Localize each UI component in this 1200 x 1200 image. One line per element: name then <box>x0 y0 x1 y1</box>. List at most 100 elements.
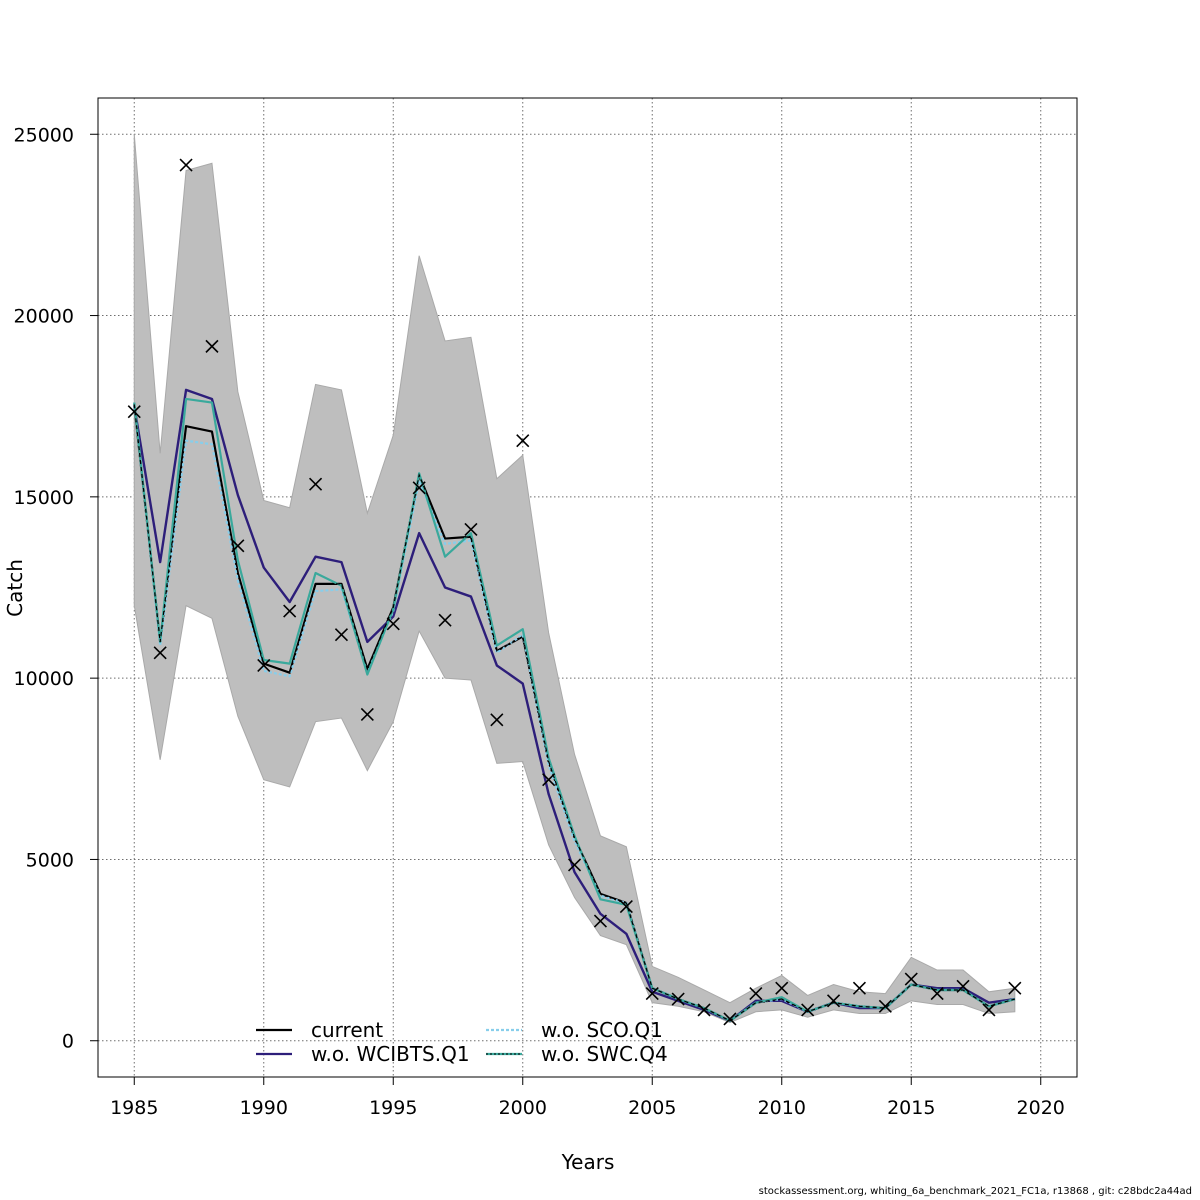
x-tick-label: 2005 <box>628 1097 676 1119</box>
observed-point-stroke <box>801 1003 815 1017</box>
observed-point-stroke <box>723 1012 737 1026</box>
x-axis: 1985 1990 1995 2000 2005 2010 2015 2020 <box>110 1077 1065 1119</box>
observed-point-stroke <box>308 477 323 491</box>
confidence-band-area <box>133 134 1016 1024</box>
observed-point <box>205 339 219 353</box>
x-tick-label: 2000 <box>499 1097 547 1119</box>
series-lines <box>133 388 1016 1022</box>
x-tick-label: 2010 <box>758 1097 806 1119</box>
observed-point <box>153 646 167 660</box>
observed-point-stroke <box>542 773 556 787</box>
observed-point <box>360 707 374 721</box>
y-tick-label: 20000 <box>14 306 74 328</box>
y-tick-label: 0 <box>62 1031 74 1053</box>
observed-point-stroke <box>982 1003 996 1017</box>
observed-point <box>749 987 763 1001</box>
legend-label: current <box>311 1018 383 1042</box>
observed-point <box>567 858 582 872</box>
observed-point <box>852 981 867 995</box>
legend-label: w.o. SCO.Q1 <box>541 1018 663 1042</box>
observed-point <box>308 477 323 491</box>
observed-point <box>490 713 504 727</box>
y-tick-label: 25000 <box>14 124 74 146</box>
observed-point-stroke <box>412 481 426 495</box>
series-line-1 <box>133 388 1016 1022</box>
observed-point-stroke <box>257 658 271 673</box>
legend-label: w.o. SWC.Q4 <box>541 1042 668 1066</box>
observed-point <box>775 981 789 995</box>
observed-point <box>697 1003 711 1017</box>
y-tick-label: 10000 <box>14 668 74 690</box>
x-axis-title: Years <box>561 1150 615 1174</box>
x-tick-label: 1990 <box>240 1097 288 1119</box>
observed-point-stroke <box>179 158 193 172</box>
observed-point <box>878 999 892 1013</box>
observed-point <box>412 481 426 495</box>
x-tick-label: 1995 <box>369 1097 417 1119</box>
series-line-current-overlay <box>133 404 1016 1022</box>
observed-point <box>542 773 556 787</box>
observed-point-stroke <box>490 713 504 727</box>
observed-point <box>982 1003 996 1017</box>
observed-point-stroke <box>956 979 970 993</box>
y-axis: 0 5000 10000 15000 20000 25000 <box>14 124 98 1053</box>
observed-point <box>386 617 400 631</box>
observed-point <box>334 628 349 642</box>
x-tick-label: 2020 <box>1017 1097 1065 1119</box>
plot-frame <box>97 97 1078 1078</box>
observed-point <box>671 992 685 1006</box>
observed-point-stroke <box>567 858 582 872</box>
x-tick-label: 2015 <box>887 1097 935 1119</box>
legend-item: w.o. SWC.Q4 <box>486 1042 668 1066</box>
observed-point-stroke <box>930 987 944 1001</box>
observed-point-stroke <box>826 994 841 1008</box>
observed-point-stroke <box>775 981 789 995</box>
confidence-band <box>133 134 1016 1024</box>
y-axis-title: Catch <box>3 559 27 617</box>
observed-point-stroke <box>878 999 892 1013</box>
observed-point <box>257 658 271 673</box>
observed-point <box>723 1012 737 1026</box>
observed-point <box>593 914 608 928</box>
observed-point <box>179 158 193 172</box>
observed-point-stroke <box>464 522 478 537</box>
observed-point-stroke <box>1008 981 1022 995</box>
observed-point <box>826 994 841 1008</box>
observed-point-stroke <box>852 981 867 995</box>
observed-point <box>464 522 478 537</box>
observed-point-stroke <box>438 613 452 627</box>
observed-point-stroke <box>283 604 297 618</box>
observed-point-stroke <box>904 972 918 986</box>
observed-point <box>801 1003 815 1017</box>
observed-point <box>645 987 659 1001</box>
y-tick-label: 15000 <box>14 487 74 509</box>
observed-point-stroke <box>645 987 659 1001</box>
observed-point <box>127 405 141 419</box>
observed-point <box>930 987 944 1001</box>
observed-point-stroke <box>697 1003 711 1017</box>
observed-point <box>956 979 970 993</box>
footer-source-text: stockassessment.org, whiting_6a_benchmar… <box>758 1186 1192 1197</box>
observed-point <box>619 900 633 914</box>
observed-point-stroke <box>619 900 633 914</box>
observed-point-stroke <box>386 617 400 631</box>
observed-point <box>438 613 452 627</box>
observed-points <box>127 158 1022 1026</box>
observed-point-stroke <box>153 646 167 660</box>
y-tick-label: 5000 <box>26 849 74 871</box>
observed-point <box>283 604 297 618</box>
legend-label: w.o. WCIBTS.Q1 <box>311 1042 470 1066</box>
observed-point-stroke <box>749 987 763 1001</box>
legend-item: current <box>256 1018 383 1042</box>
x-tick-label: 1985 <box>110 1097 158 1119</box>
observed-point <box>1008 981 1022 995</box>
legend-item: w.o. WCIBTS.Q1 <box>256 1042 470 1066</box>
observed-point-stroke <box>334 628 349 642</box>
observed-point-stroke <box>231 539 245 553</box>
observed-point <box>231 539 245 553</box>
observed-point-stroke <box>360 707 374 721</box>
observed-point-stroke <box>516 434 530 448</box>
observed-point-stroke <box>593 914 608 928</box>
